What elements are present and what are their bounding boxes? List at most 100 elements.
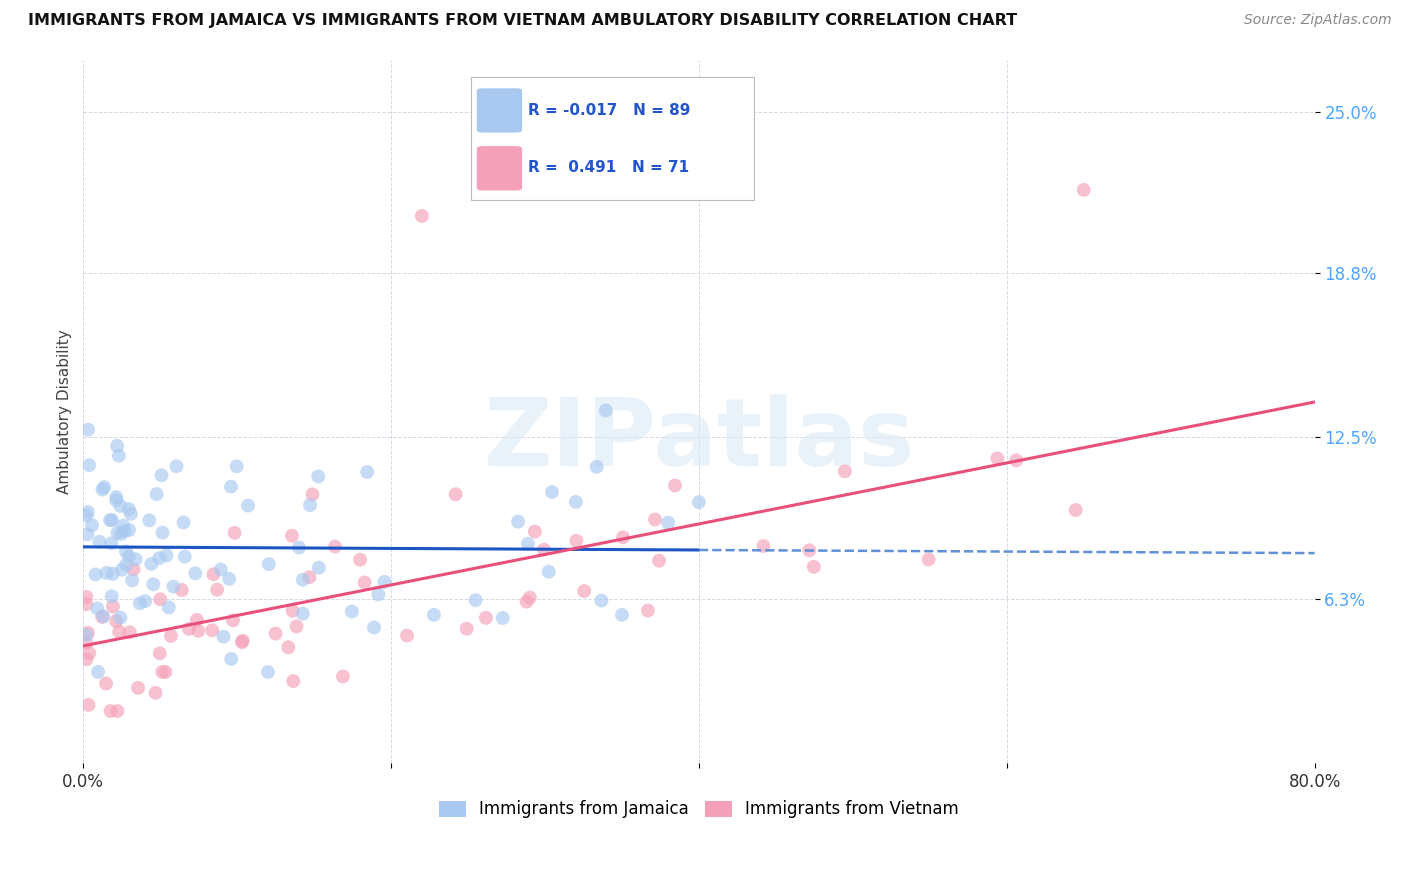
Point — [299, 498, 322, 512]
Point — [138, 513, 160, 527]
Point — [209, 562, 232, 576]
Point — [115, 558, 138, 572]
Point — [232, 633, 254, 648]
Point — [141, 557, 163, 571]
Point — [127, 681, 149, 695]
Point — [537, 565, 560, 579]
Point — [353, 575, 375, 590]
Point — [91, 609, 114, 624]
Point — [77, 423, 100, 437]
Point — [121, 574, 143, 588]
Point — [519, 591, 541, 605]
Point — [231, 635, 253, 649]
Point — [1005, 453, 1028, 467]
Point — [75, 508, 97, 523]
Point — [202, 567, 225, 582]
Point — [112, 518, 135, 533]
Point — [523, 524, 546, 539]
Point — [307, 469, 329, 483]
Point — [173, 549, 195, 564]
Point — [142, 577, 165, 591]
Point — [75, 652, 97, 666]
Point — [91, 483, 114, 497]
Point — [298, 570, 321, 584]
Point — [166, 459, 188, 474]
Point — [201, 624, 224, 638]
Text: Source: ZipAtlas.com: Source: ZipAtlas.com — [1244, 13, 1392, 28]
Point — [122, 562, 145, 576]
Point — [110, 610, 132, 624]
Point — [94, 676, 117, 690]
Point — [301, 487, 323, 501]
Point — [110, 527, 132, 541]
Point — [585, 459, 607, 474]
Point — [145, 487, 167, 501]
Point — [456, 622, 478, 636]
Point — [224, 525, 246, 540]
Point — [75, 636, 97, 650]
Point — [444, 487, 467, 501]
Point — [155, 549, 177, 563]
Point — [565, 533, 588, 548]
Point — [664, 478, 686, 492]
Point — [107, 525, 129, 540]
Point — [610, 607, 633, 622]
Point — [637, 603, 659, 617]
Point — [110, 499, 132, 513]
Point — [148, 551, 170, 566]
Point — [98, 513, 121, 527]
Y-axis label: Ambulatory Disability: Ambulatory Disability — [58, 329, 72, 494]
Point — [219, 652, 242, 666]
Point — [222, 613, 245, 627]
Point — [105, 614, 128, 628]
Point — [340, 605, 363, 619]
Point — [100, 704, 122, 718]
Point — [219, 480, 242, 494]
Point — [574, 584, 596, 599]
Point — [155, 665, 177, 679]
Point — [205, 582, 228, 597]
Point — [516, 595, 538, 609]
Point — [118, 549, 141, 564]
Point — [162, 580, 184, 594]
Point — [105, 439, 128, 453]
Point — [367, 587, 389, 601]
Point — [236, 499, 259, 513]
Point — [257, 665, 280, 679]
Point — [152, 525, 174, 540]
Point — [77, 625, 100, 640]
Point — [80, 518, 103, 533]
Point — [291, 607, 314, 621]
Point — [986, 451, 1008, 466]
Point — [533, 542, 555, 557]
Point — [688, 495, 710, 509]
Point — [332, 669, 354, 683]
Point — [834, 464, 856, 478]
Point — [75, 597, 97, 611]
Point — [84, 567, 107, 582]
Point — [257, 557, 280, 571]
Point — [264, 626, 287, 640]
Point — [108, 449, 131, 463]
Point — [349, 552, 371, 566]
Point — [363, 620, 385, 634]
Point — [77, 505, 100, 519]
Point — [149, 592, 172, 607]
Point — [149, 646, 172, 660]
Point — [225, 459, 247, 474]
Point — [187, 624, 209, 638]
Point — [464, 593, 486, 607]
Point — [77, 698, 100, 712]
Point — [114, 524, 136, 538]
Point — [89, 534, 111, 549]
Point — [101, 599, 124, 614]
Point — [395, 629, 418, 643]
Text: IMMIGRANTS FROM JAMAICA VS IMMIGRANTS FROM VIETNAM AMBULATORY DISABILITY CORRELA: IMMIGRANTS FROM JAMAICA VS IMMIGRANTS FR… — [28, 13, 1018, 29]
Point — [752, 539, 775, 553]
Point — [108, 624, 131, 639]
Point — [118, 523, 141, 537]
Point — [595, 403, 617, 417]
Point — [1073, 183, 1095, 197]
Point — [100, 536, 122, 550]
Point — [86, 601, 108, 615]
